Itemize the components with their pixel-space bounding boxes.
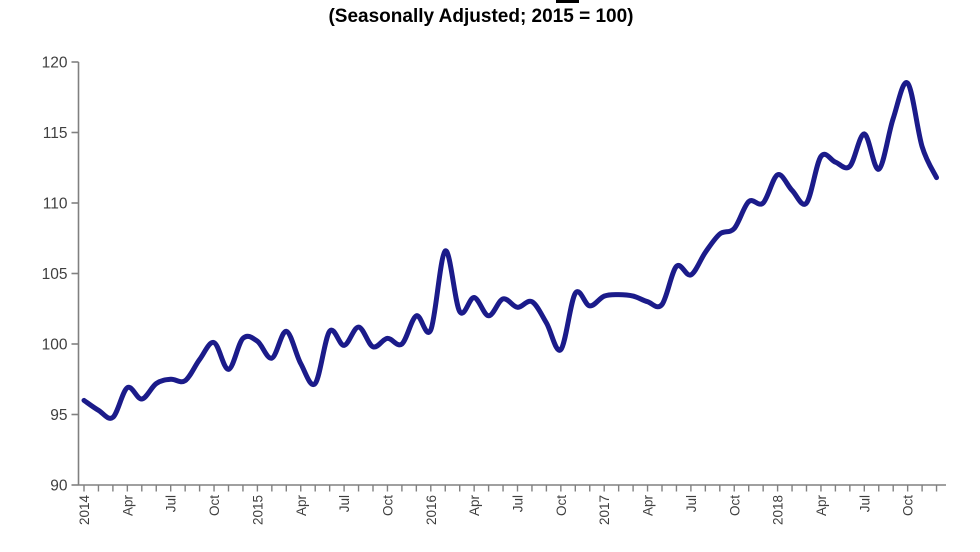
series-line xyxy=(81,80,939,421)
x-tick-label: Oct xyxy=(901,495,916,516)
x-tick-label: Oct xyxy=(380,495,395,516)
x-tick-label: Oct xyxy=(554,495,569,516)
x-tick-label: 2014 xyxy=(77,495,92,526)
x-tick-label: 2016 xyxy=(424,495,439,525)
x-tick-label: Apr xyxy=(814,495,829,517)
y-tick-label: 120 xyxy=(42,55,68,72)
x-tick-label: Jul xyxy=(857,495,872,512)
chart-subtitle: (Seasonally Adjusted; 2015 = 100) xyxy=(328,6,634,27)
y-tick-label: 100 xyxy=(42,337,68,354)
y-tick-label: 105 xyxy=(42,266,68,283)
x-tick-label: 2015 xyxy=(250,495,265,525)
x-tick-label: Jul xyxy=(337,495,352,512)
y-tick-label: 95 xyxy=(50,407,67,424)
y-tick-label: 90 xyxy=(50,478,68,495)
x-tick-label: 2018 xyxy=(771,495,786,525)
cropped-title-remnant xyxy=(556,0,579,3)
x-tick-label: Apr xyxy=(641,495,656,517)
x-tick-label: Jul xyxy=(164,495,179,512)
x-tick-label: Jul xyxy=(684,495,699,512)
x-tick-label: Apr xyxy=(294,495,309,517)
x-tick-label: Apr xyxy=(467,495,482,517)
x-tick-label: Apr xyxy=(120,495,135,517)
y-tick-label: 110 xyxy=(43,196,68,213)
x-tick-label: 2017 xyxy=(597,495,612,525)
x-tick-label: Oct xyxy=(727,495,742,516)
x-tick-label: Jul xyxy=(511,495,526,512)
y-tick-label: 115 xyxy=(43,125,68,142)
x-tick-label: Oct xyxy=(207,495,222,516)
